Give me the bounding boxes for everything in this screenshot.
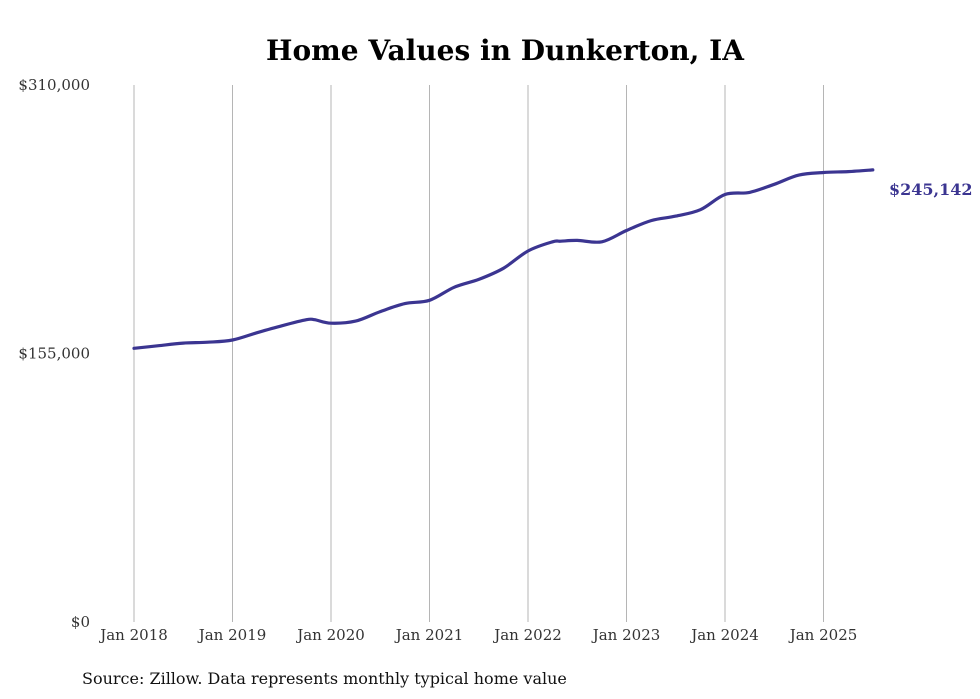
x-tick-label: Jan 2024	[689, 626, 759, 644]
y-tick-label: $0	[71, 613, 90, 631]
x-tick-label: Jan 2021	[394, 626, 464, 644]
x-tick-label: Jan 2023	[591, 626, 661, 644]
x-tick-label: Jan 2022	[492, 626, 562, 644]
y-tick-label: $310,000	[18, 76, 90, 94]
x-tick-label: Jan 2018	[98, 626, 168, 644]
gridlines	[133, 85, 824, 622]
y-tick-label: $155,000	[18, 345, 90, 363]
end-value-label: $245,142	[889, 180, 973, 199]
x-tick-label: Jan 2020	[295, 626, 365, 644]
source-note: Source: Zillow. Data represents monthly …	[82, 669, 567, 688]
y-axis-ticks: $0 $155,000 $310,000	[18, 76, 90, 631]
x-tick-label: Jan 2025	[788, 626, 858, 644]
series-line	[132, 168, 875, 350]
chart-title: Home Values in Dunkerton, IA	[266, 34, 745, 67]
x-tick-label: Jan 2019	[197, 626, 267, 644]
x-axis-ticks: Jan 2018 Jan 2019 Jan 2020 Jan 2021 Jan 2022…	[98, 626, 857, 644]
